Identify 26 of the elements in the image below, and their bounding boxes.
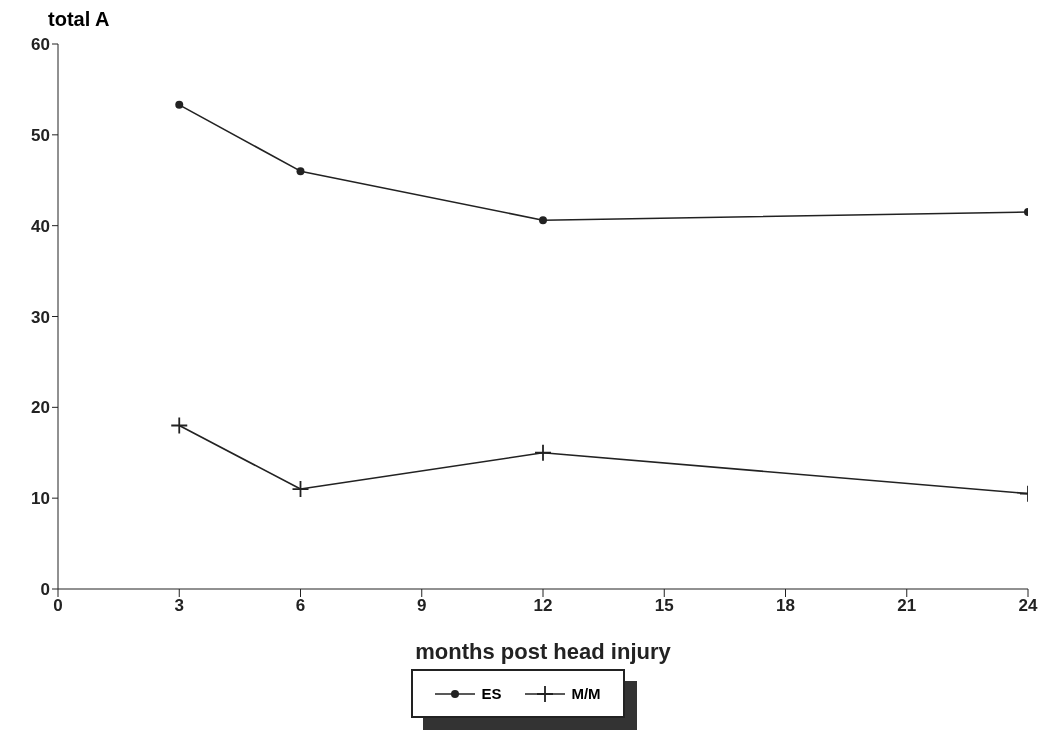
point [175,100,184,109]
y-tick-label: 10 [31,489,50,509]
legend-label: ES [481,685,502,702]
x-tick-label: 24 [1018,596,1038,616]
x-tick-label: 3 [174,596,184,616]
y-tick-label: 50 [31,125,50,145]
point [291,480,310,498]
x-tick-label: 15 [654,596,674,616]
y-tick-label: 40 [31,216,50,236]
point [539,216,547,225]
legend-label: M/M [571,685,601,702]
x-axis-title: months post head injury [415,639,672,664]
y-tick-label: 30 [31,307,50,327]
x-tick-label: 0 [53,596,63,616]
x-tick-label: 6 [295,596,306,616]
x-tick-label: 18 [776,596,795,616]
y-tick-label: 20 [31,398,50,418]
point [296,167,305,176]
y-axis-title: total A [48,8,110,31]
x-tick-label: 21 [897,596,917,616]
y-tick-label: 60 [31,35,50,55]
x-tick-label: 9 [417,596,427,616]
x-tick-label: 12 [533,596,553,616]
point [534,443,552,462]
y-tick-label: 0 [40,580,50,600]
point [170,416,189,435]
